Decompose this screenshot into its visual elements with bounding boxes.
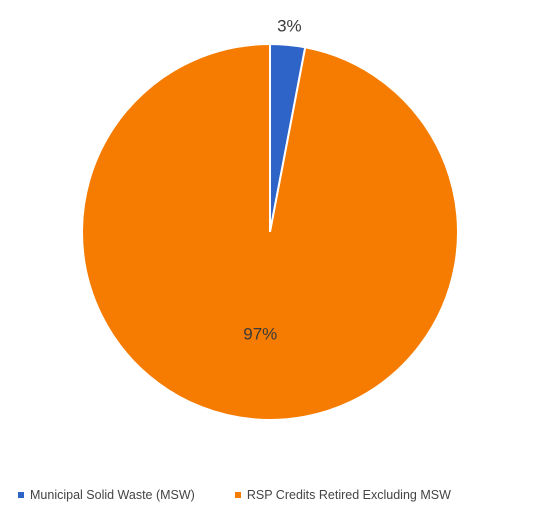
legend-label-rsp: RSP Credits Retired Excluding MSW [246,488,451,502]
legend-swatch-rsp [234,492,241,498]
legend-item-msw: Municipal Solid Waste (MSW) [18,488,195,502]
data-label-1: 97% [243,324,277,343]
chart-legend: Municipal Solid Waste (MSW) RSP Credits … [18,488,451,502]
pie-slice-1 [81,42,459,421]
data-label-0: 3% [277,16,302,35]
legend-swatch-msw [18,492,24,498]
legend-item-rsp: RSP Credits Retired Excluding MSW [234,488,451,502]
legend-label-msw: Municipal Solid Waste (MSW) [30,488,195,502]
